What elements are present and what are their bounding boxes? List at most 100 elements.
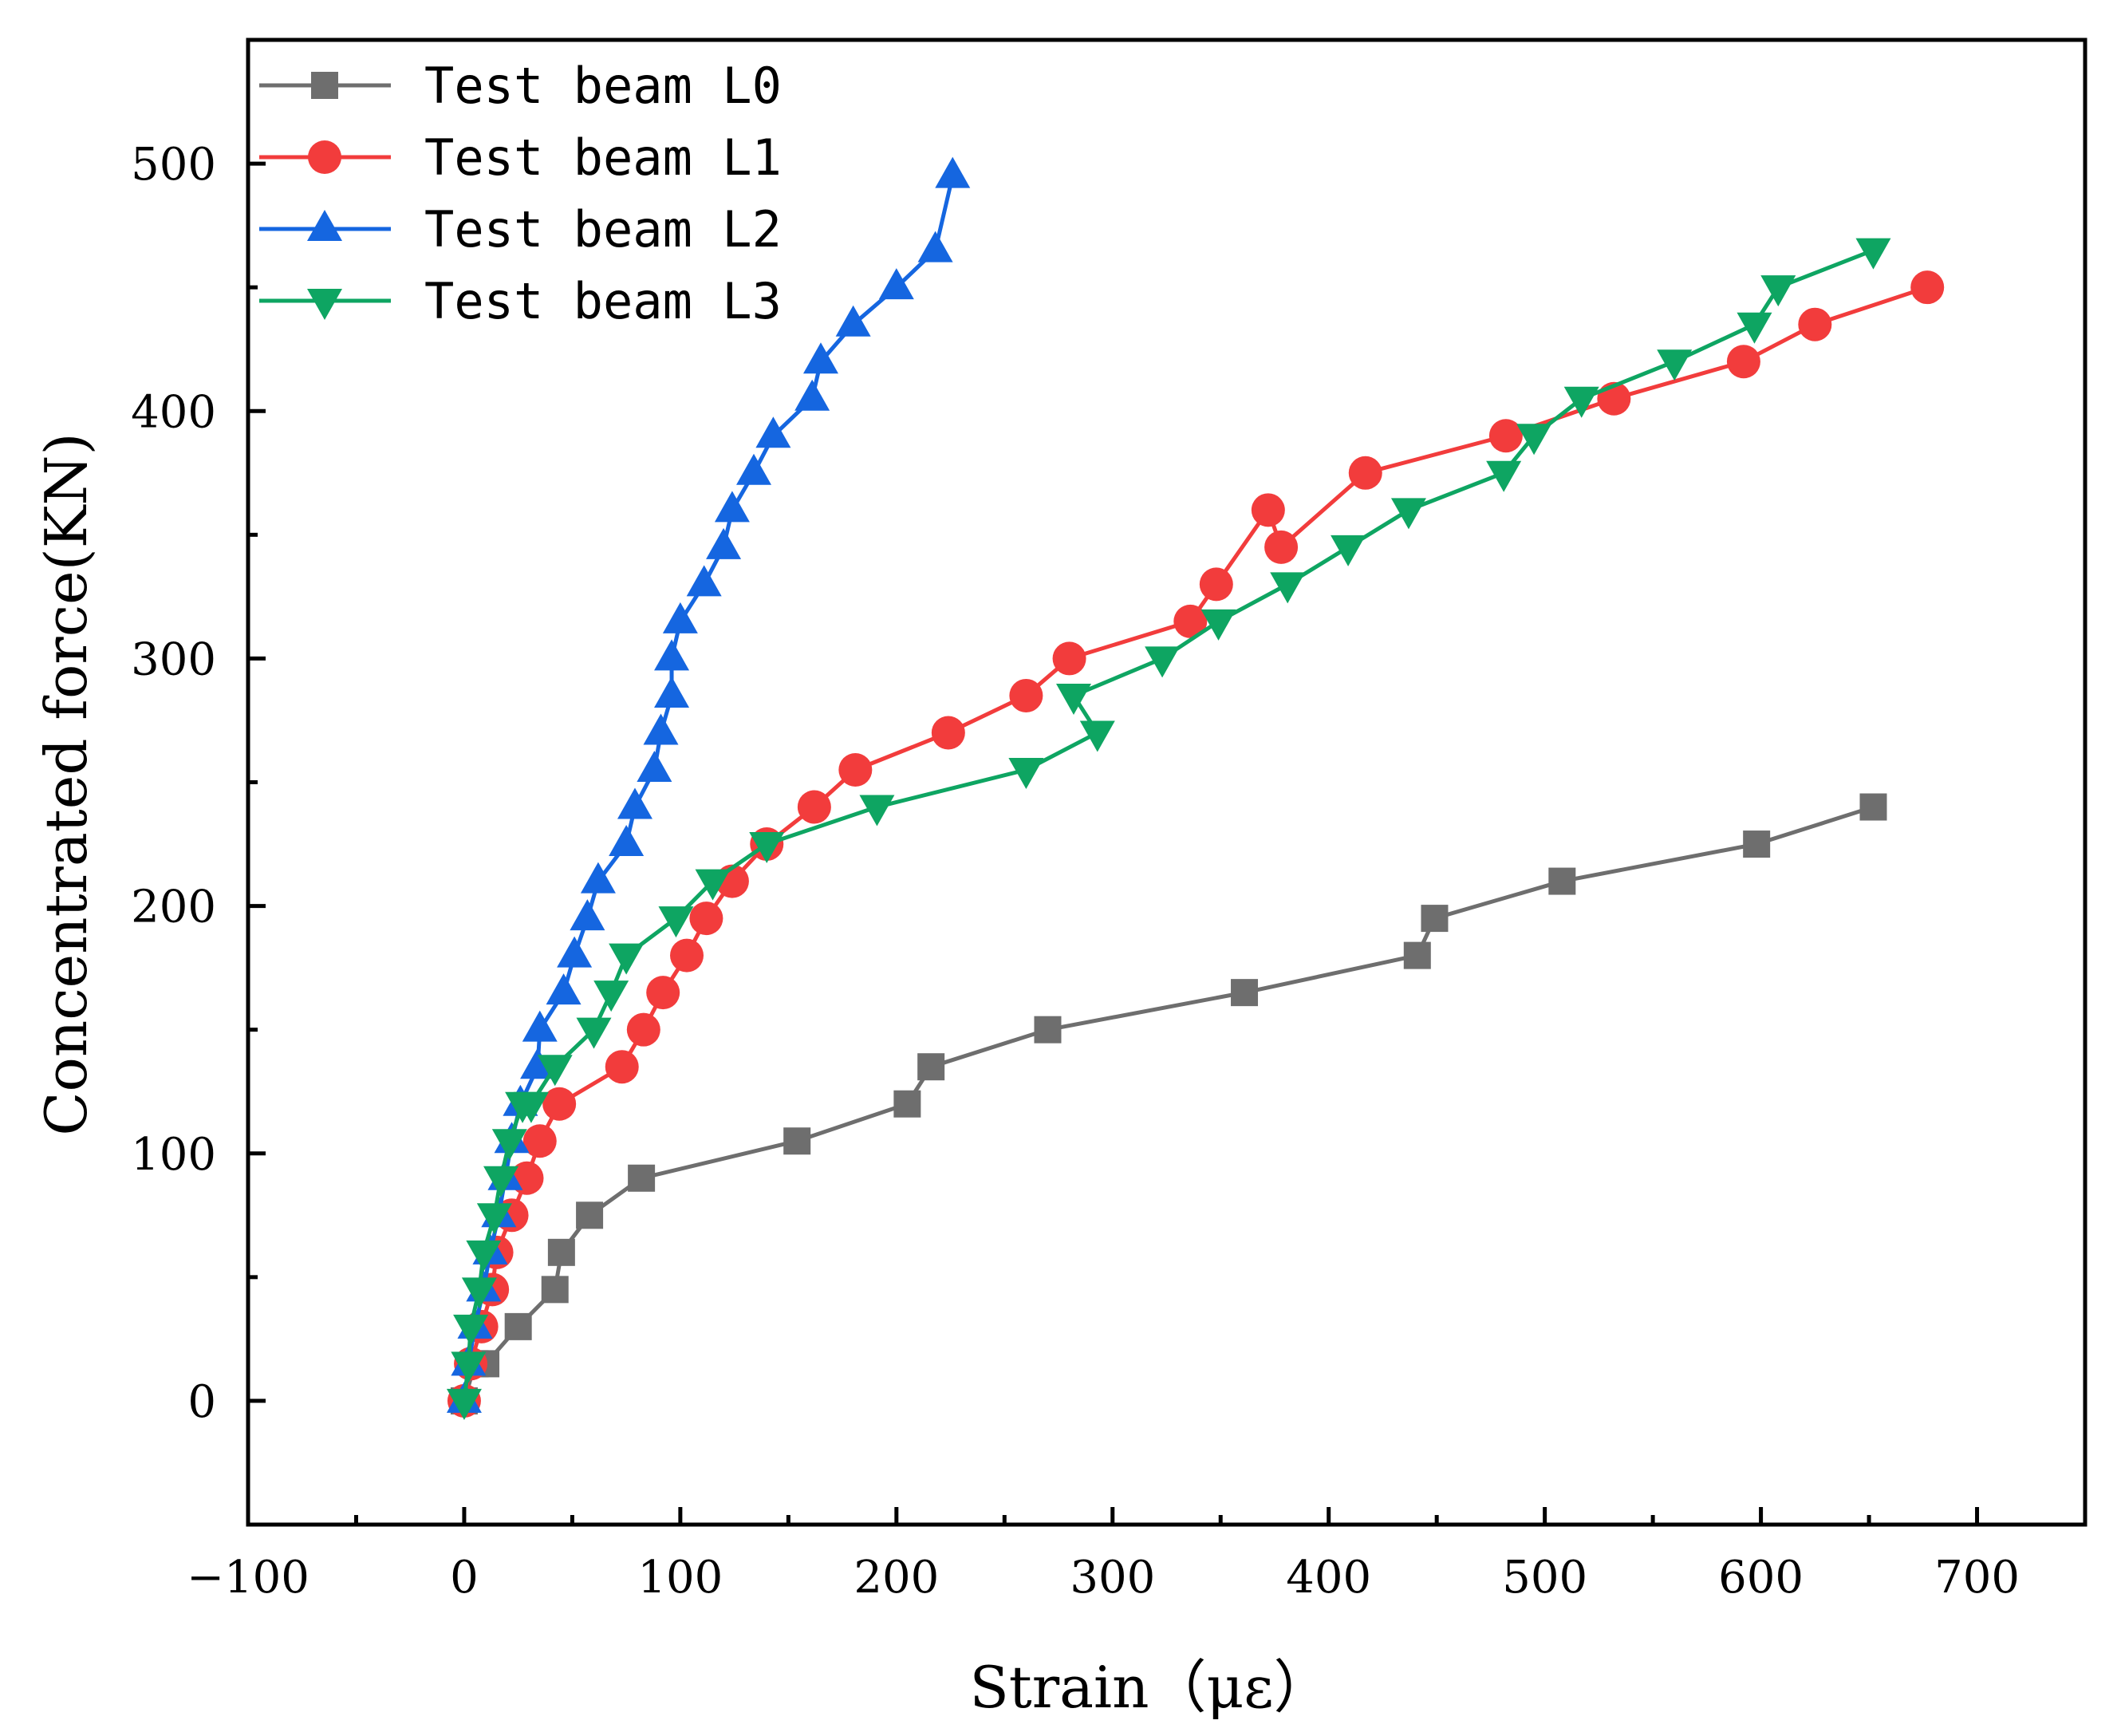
data-point bbox=[802, 342, 838, 374]
y-tick-label: 200 bbox=[131, 882, 216, 933]
x-tick-label: −100 bbox=[187, 1552, 309, 1604]
data-point bbox=[626, 1012, 660, 1047]
y-tick-label: 100 bbox=[131, 1129, 216, 1181]
data-point bbox=[695, 869, 731, 901]
series-test-beam-l1 bbox=[447, 270, 1945, 1418]
data-point bbox=[547, 1238, 575, 1266]
legend-marker bbox=[311, 72, 338, 99]
x-tick-label: 0 bbox=[450, 1552, 479, 1604]
y-tick-label: 0 bbox=[187, 1376, 216, 1428]
x-axis-title: Strain（με） bbox=[969, 1654, 1331, 1721]
y-axis-title: Concentrated force(KN) bbox=[33, 432, 100, 1135]
data-point bbox=[658, 906, 694, 938]
data-point bbox=[783, 1127, 811, 1155]
plot-series bbox=[446, 156, 1945, 1420]
x-tick-label: 500 bbox=[1502, 1552, 1587, 1604]
data-point bbox=[1421, 905, 1449, 933]
data-point bbox=[483, 1166, 519, 1197]
x-tick-label: 600 bbox=[1718, 1552, 1804, 1604]
data-point bbox=[1563, 386, 1599, 418]
data-point bbox=[1055, 683, 1091, 715]
data-point bbox=[670, 938, 704, 973]
data-point bbox=[1910, 270, 1945, 305]
plot-frame bbox=[246, 37, 2087, 1527]
data-point bbox=[917, 1053, 945, 1081]
data-point bbox=[1743, 831, 1771, 858]
data-point bbox=[576, 1201, 604, 1229]
axes: −100 0 100 200 300 400 500 600 700 0 100 200 300 400 5… bbox=[131, 37, 2087, 1604]
data-point bbox=[1200, 609, 1236, 641]
data-point bbox=[1859, 793, 1887, 821]
legend-entry: Test beam L1 bbox=[259, 128, 782, 187]
data-point bbox=[576, 1017, 612, 1049]
data-point bbox=[686, 565, 722, 597]
data-point bbox=[794, 379, 830, 411]
data-point bbox=[1657, 349, 1693, 381]
data-point bbox=[1486, 460, 1522, 492]
data-point bbox=[537, 1055, 573, 1087]
data-point bbox=[1251, 493, 1285, 527]
series-line bbox=[462, 285, 1928, 1402]
data-point bbox=[605, 1050, 639, 1084]
data-point bbox=[520, 1048, 556, 1079]
data-point bbox=[755, 416, 791, 448]
data-point bbox=[1726, 345, 1760, 379]
data-point bbox=[546, 973, 582, 1005]
data-point bbox=[570, 899, 605, 931]
legend-label: Test beam L2 bbox=[424, 200, 782, 258]
legend: Test beam L0 Test beam L1 Test beam L2 Test… bbox=[259, 57, 782, 330]
series-line bbox=[462, 248, 1875, 1402]
data-point bbox=[522, 1124, 557, 1158]
data-point bbox=[643, 713, 679, 745]
data-point bbox=[453, 1314, 489, 1346]
data-point bbox=[749, 832, 785, 864]
x-tick-label: 200 bbox=[854, 1552, 939, 1604]
data-point bbox=[1516, 424, 1552, 456]
legend-marker bbox=[307, 210, 342, 241]
data-point bbox=[646, 976, 680, 1010]
data-point bbox=[476, 1203, 512, 1235]
data-point bbox=[662, 602, 698, 633]
data-point bbox=[706, 527, 742, 559]
data-point bbox=[1348, 456, 1382, 490]
series-test-beam-l3 bbox=[446, 238, 1891, 1420]
data-point bbox=[1488, 419, 1523, 453]
data-point bbox=[446, 1388, 482, 1420]
data-point bbox=[1079, 720, 1115, 752]
data-point bbox=[593, 980, 629, 1012]
data-point bbox=[1798, 307, 1832, 341]
data-point bbox=[557, 936, 593, 968]
data-point bbox=[1034, 1016, 1062, 1044]
data-point bbox=[580, 862, 616, 894]
data-point bbox=[628, 1164, 656, 1192]
data-point bbox=[654, 639, 690, 671]
data-point bbox=[1548, 867, 1576, 895]
legend-marker bbox=[307, 289, 342, 320]
data-point bbox=[1173, 604, 1208, 638]
data-point bbox=[931, 716, 965, 750]
data-point bbox=[1009, 678, 1043, 712]
data-point bbox=[451, 1351, 487, 1383]
data-point bbox=[637, 750, 672, 782]
data-point bbox=[1052, 641, 1086, 676]
y-tick-label: 500 bbox=[131, 139, 216, 191]
data-point bbox=[1270, 572, 1306, 604]
legend-label: Test beam L3 bbox=[424, 272, 782, 330]
x-tick-label: 100 bbox=[637, 1552, 723, 1604]
legend-label: Test beam L1 bbox=[424, 128, 782, 187]
data-point bbox=[654, 676, 690, 708]
data-point bbox=[1390, 498, 1426, 530]
data-point bbox=[1403, 941, 1431, 969]
series-line bbox=[462, 805, 1875, 1402]
data-point bbox=[878, 268, 914, 300]
data-point bbox=[542, 1087, 577, 1121]
data-point bbox=[893, 1090, 921, 1118]
data-point bbox=[541, 1276, 569, 1304]
legend-label: Test beam L0 bbox=[424, 57, 782, 115]
y-tick-label: 300 bbox=[131, 633, 216, 685]
data-point bbox=[917, 231, 953, 262]
legend-entry: Test beam L0 bbox=[259, 57, 782, 115]
y-tick-label: 400 bbox=[131, 386, 216, 438]
data-point bbox=[797, 790, 831, 824]
